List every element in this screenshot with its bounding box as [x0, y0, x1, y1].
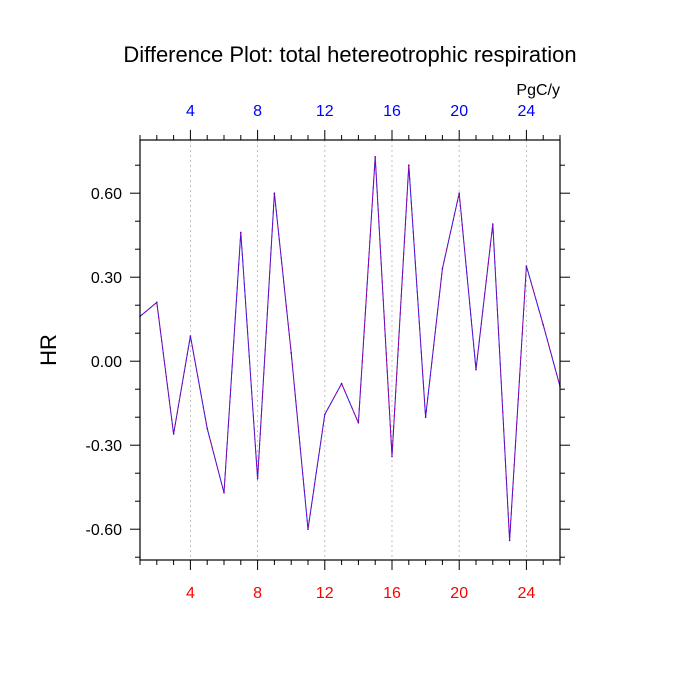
- x-tick-label-top: 24: [518, 103, 536, 120]
- data-point: [357, 422, 360, 424]
- x-tick-label-bottom: 24: [518, 585, 536, 602]
- data-point: [458, 192, 461, 194]
- y-tick-label: 0.00: [91, 354, 122, 371]
- data-point: [189, 335, 192, 337]
- series-line-0: [139, 156, 561, 541]
- series-line-base-0: [139, 156, 561, 541]
- data-point: [273, 192, 276, 194]
- data-point: [340, 382, 343, 385]
- data-point: [374, 156, 377, 158]
- y-tick-label: -0.30: [86, 438, 123, 455]
- x-tick-label-bottom: 8: [253, 585, 262, 602]
- data-point: [256, 478, 259, 480]
- data-point: [290, 352, 293, 354]
- data-point: [156, 301, 158, 304]
- units-label: PgC/y: [516, 82, 560, 99]
- plot-frame: [139, 139, 561, 561]
- y-tick-label: 0.60: [91, 186, 122, 203]
- data-point: [441, 268, 444, 270]
- axis-ticks: [130, 130, 570, 570]
- data-point: [307, 528, 309, 530]
- data-point: [172, 433, 175, 435]
- x-tick-label-top: 16: [383, 103, 401, 120]
- data-point: [542, 324, 544, 326]
- x-tick-label-top: 8: [253, 103, 262, 120]
- chart-title: Difference Plot: total hetereotrophic re…: [123, 42, 576, 67]
- data-point: [324, 413, 326, 416]
- data-point: [408, 164, 410, 166]
- data-point: [424, 416, 427, 419]
- y-tick-label: -0.60: [86, 522, 123, 539]
- data-point: [206, 427, 208, 430]
- data-point: [391, 455, 393, 458]
- x-tick-label-bottom: 16: [383, 585, 401, 602]
- data-point: [508, 539, 511, 542]
- x-tick-label-top: 4: [186, 103, 195, 120]
- x-tick-label-bottom: 20: [450, 585, 468, 602]
- data-point: [223, 492, 225, 494]
- x-tick-label-bottom: 12: [316, 585, 334, 602]
- x-tick-label-top: 20: [450, 103, 468, 120]
- y-tick-label: 0.30: [91, 270, 122, 287]
- grid-lines: [189, 140, 527, 560]
- data-point: [475, 368, 477, 371]
- x-tick-label-bottom: 4: [186, 585, 195, 602]
- data-point: [492, 223, 494, 225]
- data-point: [525, 265, 528, 267]
- y-axis-label: HR: [36, 334, 61, 366]
- data-point: [240, 231, 242, 234]
- series-layer: [139, 156, 561, 542]
- tick-labels: 4 4 8 8 12 12 16 16 20 20 24 24 -0.60 -0.30 0.00 0.30 0.…: [86, 103, 536, 602]
- x-tick-label-top: 12: [316, 103, 334, 120]
